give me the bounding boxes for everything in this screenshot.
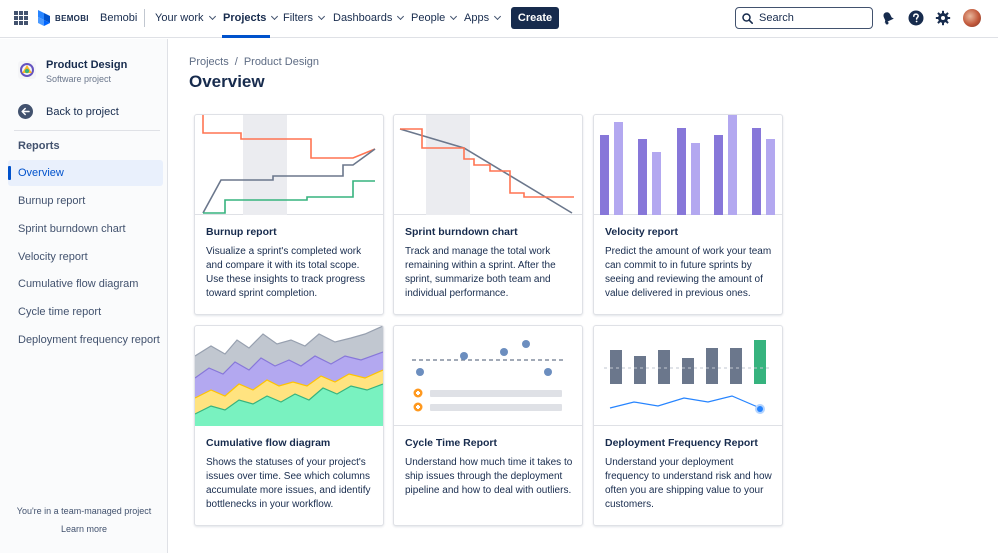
chevron-down-icon xyxy=(494,12,502,21)
chevron-down-icon xyxy=(208,12,216,21)
breadcrumb: Projects / Product Design xyxy=(189,56,319,68)
card-description: Visualize a sprint's completed work and … xyxy=(206,246,365,299)
create-button[interactable]: Create xyxy=(511,7,559,29)
active-nav-indicator xyxy=(222,35,270,38)
report-card-velocity[interactable]: Velocity report Predict the amount of wo… xyxy=(593,114,783,315)
sidebar-item-burnup-report[interactable]: Burnup report xyxy=(18,195,86,207)
burnup-illustration xyxy=(195,115,383,215)
card-title: Deployment Frequency Report xyxy=(605,437,758,449)
team-managed-note: You're in a team-managed project xyxy=(16,506,152,516)
notification-icon[interactable] xyxy=(879,9,897,27)
sidebar-item-cumulative-flow[interactable]: Cumulative flow diagram xyxy=(18,278,139,290)
breadcrumb-separator: / xyxy=(234,56,238,68)
card-title: Sprint burndown chart xyxy=(405,226,518,238)
chevron-down-icon xyxy=(317,12,325,21)
help-icon[interactable] xyxy=(907,9,925,27)
report-card-sprint-burndown[interactable]: Sprint burndown chart Track and manage t… xyxy=(393,114,583,315)
bemobi-logo-icon xyxy=(38,10,50,26)
sidebar: Product Design Software project Back to … xyxy=(0,39,168,553)
sidebar-item-sprint-burndown[interactable]: Sprint burndown chart xyxy=(18,223,126,235)
chevron-down-icon xyxy=(397,12,405,21)
deployment-frequency-illustration xyxy=(594,326,782,426)
card-description: Shows the statuses of your project's iss… xyxy=(206,457,371,510)
nav-label: Your work xyxy=(155,12,204,24)
nav-apps[interactable]: Apps xyxy=(464,12,502,24)
card-description: Predict the amount of work your team can… xyxy=(605,246,772,299)
nav-label: Projects xyxy=(223,12,267,24)
nav-people[interactable]: People xyxy=(411,12,458,24)
search-input[interactable] xyxy=(759,12,859,24)
user-avatar[interactable] xyxy=(963,9,981,27)
page-title: Overview xyxy=(189,72,265,91)
breadcrumb-projects[interactable]: Projects xyxy=(189,56,229,68)
project-name: Product Design xyxy=(46,59,128,71)
velocity-illustration xyxy=(594,115,782,215)
back-to-project-link[interactable]: Back to project xyxy=(18,104,119,119)
card-description: Understand your deployment frequency to … xyxy=(605,457,772,510)
sidebar-item-velocity-report[interactable]: Velocity report xyxy=(18,251,88,263)
project-avatar xyxy=(18,61,36,79)
card-title: Cycle Time Report xyxy=(405,437,498,449)
learn-more-link[interactable]: Learn more xyxy=(60,524,108,534)
chevron-down-icon xyxy=(450,12,458,21)
search-field[interactable] xyxy=(735,7,873,29)
nav-projects[interactable]: Projects xyxy=(223,12,279,24)
top-navigation: BEMOBI Bemobi Your work Projects Filters… xyxy=(0,0,998,38)
nav-dashboards[interactable]: Dashboards xyxy=(333,12,405,24)
back-label: Back to project xyxy=(46,105,119,118)
nav-label: Apps xyxy=(464,12,490,24)
logo-text: BEMOBI xyxy=(55,13,89,23)
settings-icon[interactable] xyxy=(934,9,952,27)
nav-divider xyxy=(144,9,145,27)
nav-filters[interactable]: Filters xyxy=(283,12,325,24)
search-icon xyxy=(742,12,753,24)
cumulative-flow-illustration xyxy=(195,326,383,426)
project-type: Software project xyxy=(46,74,112,84)
nav-your-work[interactable]: Your work xyxy=(155,12,216,24)
report-card-cycle-time[interactable]: Cycle Time Report Understand how much ti… xyxy=(393,325,583,526)
nav-label: Dashboards xyxy=(333,12,393,24)
report-card-burnup[interactable]: Burnup report Visualize a sprint's compl… xyxy=(194,114,384,315)
nav-label: Filters xyxy=(283,12,313,24)
card-description: Understand how much time it takes to shi… xyxy=(405,457,573,496)
apps-grid-icon[interactable] xyxy=(14,11,28,25)
nav-label: People xyxy=(411,12,446,24)
reports-section-title: Reports xyxy=(18,140,60,152)
chevron-down-icon xyxy=(271,12,279,21)
report-card-cumulative-flow[interactable]: Cumulative flow diagram Shows the status… xyxy=(194,325,384,526)
cycle-time-illustration xyxy=(394,326,582,426)
card-title: Velocity report xyxy=(605,226,678,238)
company-logo[interactable]: BEMOBI xyxy=(36,9,89,27)
sidebar-divider xyxy=(14,130,160,131)
sprint-burndown-illustration xyxy=(394,115,582,215)
breadcrumb-product-design[interactable]: Product Design xyxy=(243,56,320,68)
arrow-left-icon xyxy=(18,104,33,119)
sidebar-item-overview[interactable]: Overview xyxy=(8,160,163,186)
card-title: Cumulative flow diagram xyxy=(206,437,331,449)
report-card-deployment-frequency[interactable]: Deployment Frequency Report Understand y… xyxy=(593,325,783,526)
sidebar-item-cycle-time[interactable]: Cycle time report xyxy=(18,306,102,318)
card-description: Track and manage the total work remainin… xyxy=(405,246,556,299)
site-name[interactable]: Bemobi xyxy=(100,12,138,24)
card-title: Burnup report xyxy=(206,226,277,238)
sidebar-item-deployment-frequency[interactable]: Deployment frequency report xyxy=(18,334,160,346)
